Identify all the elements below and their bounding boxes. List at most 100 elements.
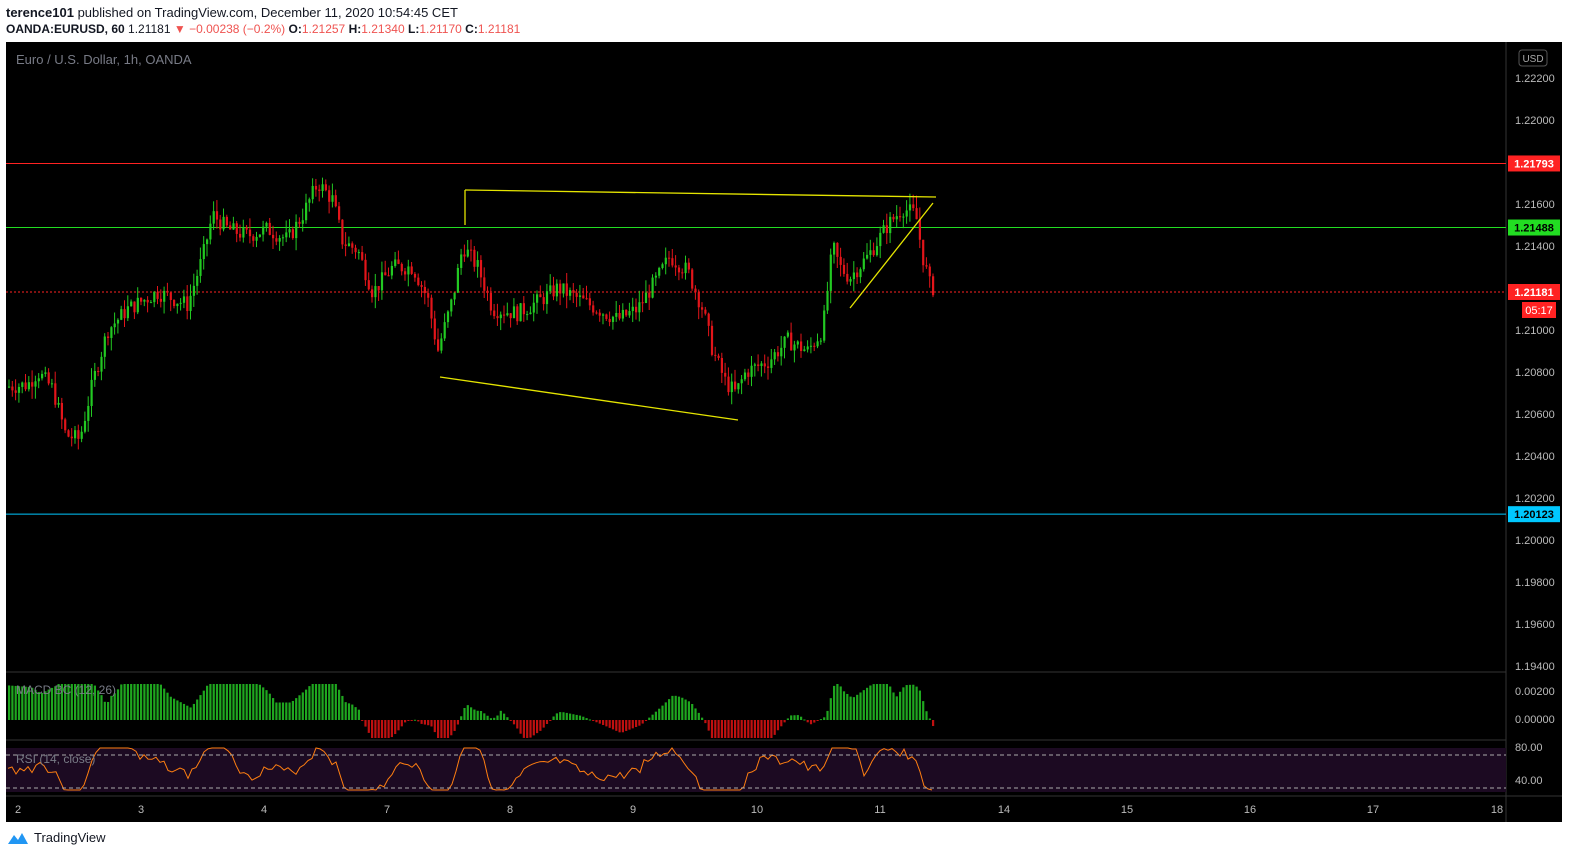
candle-body [539,294,542,298]
candle-body [54,383,57,405]
time-tick-label: 7 [384,804,390,816]
level-label: 1.21181 [1514,287,1553,299]
candle-body [288,229,291,233]
macd-bar [466,705,469,720]
candle-body [816,341,819,347]
macd-bar [714,720,717,738]
candle-body [186,296,189,311]
macd-bar [159,684,162,720]
candle-body [130,301,133,307]
low-label: L: [407,22,420,36]
macd-bar [351,704,354,720]
macd-bar [638,720,641,726]
wedge-top-line[interactable] [464,189,937,198]
candle-body [922,239,925,266]
macd-bar [476,710,479,720]
candle-body [918,219,921,240]
macd-bar [740,720,743,738]
candle-body [311,185,314,200]
price-axis-background [1506,42,1562,822]
macd-bar [493,717,496,720]
candle-body [644,292,648,304]
macd-histogram [8,684,935,738]
candle-body [77,430,80,439]
footer-brand[interactable]: TradingView [6,830,106,845]
candle-body [341,219,344,245]
candle-body [519,303,522,322]
candle-body [97,370,100,372]
macd-bar [37,691,40,720]
candle-body [605,314,608,319]
price-tick-label: 1.20000 [1515,535,1555,547]
candle-body [70,436,73,439]
candle-body [219,219,222,230]
macd-bar [760,720,763,738]
macd-bar [140,684,143,720]
macd-bar [41,692,44,720]
macd-bar [453,720,456,731]
candle-body [74,430,77,439]
rising-trendline[interactable] [849,202,934,309]
macd-bar [555,713,558,720]
macd-bar [592,720,595,721]
macd-bar [232,684,235,720]
macd-bar [17,686,21,720]
candle-body [126,306,129,319]
macd-bar [539,720,542,731]
macd-bar [747,720,750,738]
candle-body [734,381,737,390]
macd-bar [219,684,222,720]
candle-body [509,313,512,319]
candle-body [31,382,34,387]
time-tick-label: 11 [874,804,885,816]
candle-body [684,262,687,274]
macd-bar [519,720,522,734]
macd-bar [130,684,133,720]
rsi-tick-40: 40.00 [1515,775,1543,787]
macd-bar [473,709,476,720]
candle-body [737,383,740,390]
macd-bar [54,686,57,720]
macd-bar [166,692,169,720]
candle-body [232,223,235,230]
candle-body [107,336,110,338]
macd-bar [829,698,832,720]
candle-body [503,314,506,316]
macd-bar [301,692,304,720]
candle-body [123,309,126,319]
rsi-line [7,747,933,791]
macd-bar [298,695,301,720]
candle-body [37,378,40,382]
macd-bar [710,720,714,738]
macd-bar [262,687,265,720]
macd-bar [895,696,898,720]
macd-bar [328,684,331,720]
level-label: 1.21793 [1514,158,1554,170]
wedge-bottom-line[interactable] [439,376,739,421]
candle-body [347,243,351,246]
candle-body [651,277,654,298]
macd-bar [209,684,212,720]
macd-bar [433,720,436,733]
author-name[interactable]: terence101 [6,5,74,20]
candle-body [173,300,176,307]
macd-bar [347,703,351,720]
open-label: O: [288,22,302,36]
candle-body [479,260,483,278]
macd-bar [443,720,446,738]
candle-body [803,349,806,352]
candle-body [212,211,215,224]
macd-bar [199,695,202,720]
currency-box[interactable] [1518,49,1548,67]
macd-bar [846,693,849,720]
countdown-badge [1522,302,1556,318]
macd-bar [126,684,129,720]
candle-body [588,298,591,306]
macd-bar [625,720,628,731]
candle-body [275,238,278,242]
candle-body [153,292,156,303]
macd-bar [437,720,440,738]
low-value: 1.21170 [419,22,462,36]
candle-body [120,309,123,320]
